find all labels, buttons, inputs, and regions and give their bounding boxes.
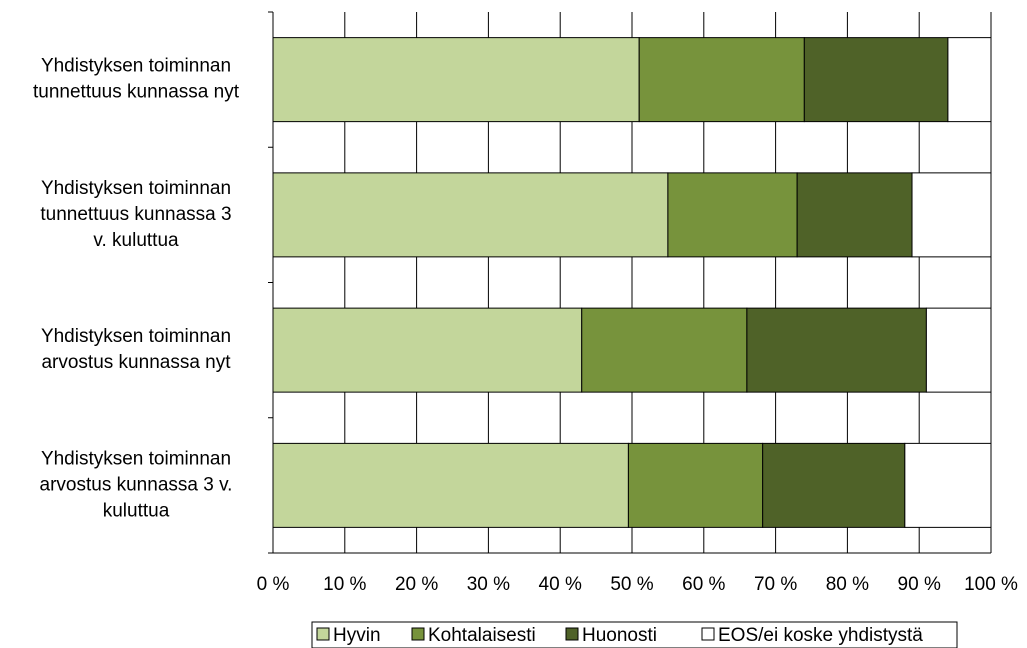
- bar-segment: [925, 307, 992, 393]
- bar-segment: [762, 442, 906, 528]
- legend-label: Huonosti: [582, 625, 657, 646]
- bars: [272, 37, 992, 528]
- legend-swatch: [411, 627, 425, 641]
- legend-swatch: [565, 627, 579, 641]
- x-tick-label: 60 %: [682, 574, 725, 595]
- legend-label: Kohtalaisesti: [428, 625, 536, 646]
- category-label: Yhdistyksen toiminnan tunnettuus kunnassa…: [33, 56, 240, 103]
- bar-segment: [746, 307, 927, 393]
- x-tick-label: 0 %: [257, 574, 290, 595]
- bar-segment: [803, 37, 949, 123]
- category-labels: Yhdistyksen toiminnan tunnettuus kunnassa…: [33, 56, 240, 522]
- legend-swatch: [701, 627, 715, 641]
- legend-swatch: [316, 627, 330, 641]
- bar-segment: [272, 307, 583, 393]
- bar-segment: [272, 37, 640, 123]
- x-tick-label: 90 %: [898, 574, 941, 595]
- x-tick-label: 70 %: [754, 574, 797, 595]
- bar-segment: [911, 172, 992, 258]
- bar-segment: [667, 172, 798, 258]
- x-tick-label: 100 %: [964, 574, 1018, 595]
- bar-segment: [272, 442, 629, 528]
- x-tick-labels: 0 % 10 % 20 % 30 % 40 % 50 % 60 % 70 % 80 % 90 % 1…: [257, 574, 1018, 595]
- x-tick-label: 80 %: [826, 574, 869, 595]
- x-tick-label: 10 %: [323, 574, 366, 595]
- bar-segment: [638, 37, 805, 123]
- bar-segment: [904, 442, 992, 528]
- x-tick-label: 20 %: [395, 574, 438, 595]
- category-label: Yhdistyksen toiminnan tunnettuus kunnassa…: [40, 178, 231, 251]
- legend: Hyvin Kohtalaisesti Huonosti EOS/ei koske y…: [311, 621, 958, 648]
- category-label: Yhdistyksen toiminnan arvostus kunnassa n…: [41, 326, 231, 373]
- bar-segment: [272, 172, 669, 258]
- bar-segment: [627, 442, 764, 528]
- bar-segment: [796, 172, 913, 258]
- legend-label: Hyvin: [333, 625, 381, 646]
- bar-segment: [581, 307, 748, 393]
- x-tick-label: 40 %: [539, 574, 582, 595]
- x-tick-label: 30 %: [467, 574, 510, 595]
- axes: [268, 11, 991, 554]
- category-label: Yhdistyksen toiminnan arvostus kunnassa 3…: [40, 448, 233, 521]
- x-tick-label: 50 %: [610, 574, 653, 595]
- bar-segment: [947, 37, 992, 123]
- legend-label: EOS/ei koske yhdistystä: [718, 625, 923, 646]
